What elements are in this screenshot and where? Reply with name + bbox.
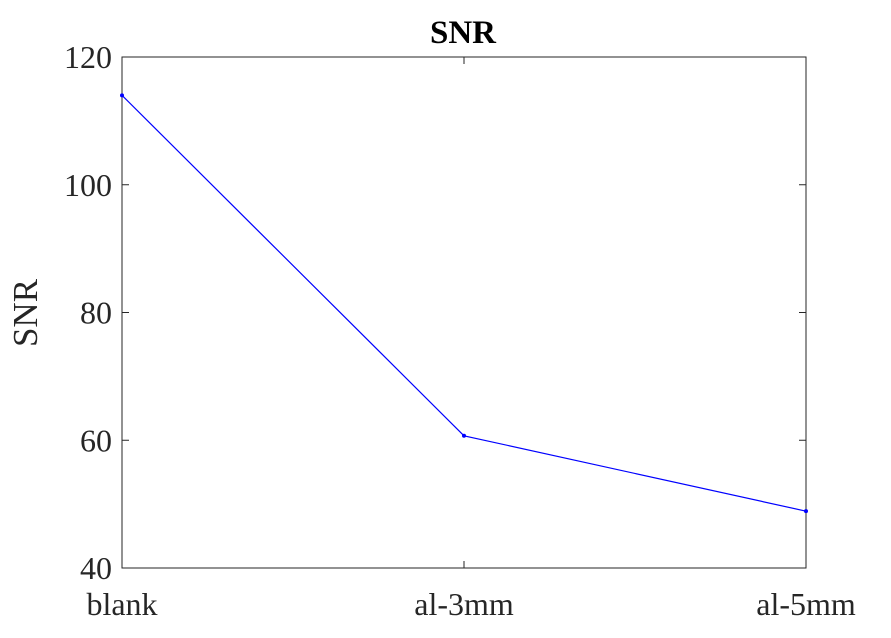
series-line bbox=[121, 94, 807, 512]
y-tick-label: 100 bbox=[64, 167, 112, 203]
x-tick-label: blank bbox=[86, 586, 157, 622]
data-point bbox=[120, 93, 124, 98]
chart-title: SNR bbox=[430, 15, 497, 51]
y-tick-label: 80 bbox=[80, 295, 112, 331]
plot-area bbox=[121, 56, 807, 569]
y-tick-label: 60 bbox=[80, 422, 112, 458]
series-group bbox=[120, 93, 808, 514]
plot-box bbox=[121, 56, 807, 569]
x-axis: blank al-3mm al-5mm bbox=[86, 57, 856, 622]
y-axis: 40 60 80 100 120 bbox=[64, 39, 806, 586]
y-tick-label: 120 bbox=[64, 39, 112, 75]
x-tick-label: al-3mm bbox=[414, 586, 514, 622]
y-tick-label: 40 bbox=[80, 550, 112, 586]
data-point bbox=[462, 433, 466, 438]
data-point bbox=[804, 509, 808, 514]
x-tick-label: al-5mm bbox=[756, 586, 856, 622]
y-axis-label: SNR bbox=[6, 278, 45, 347]
